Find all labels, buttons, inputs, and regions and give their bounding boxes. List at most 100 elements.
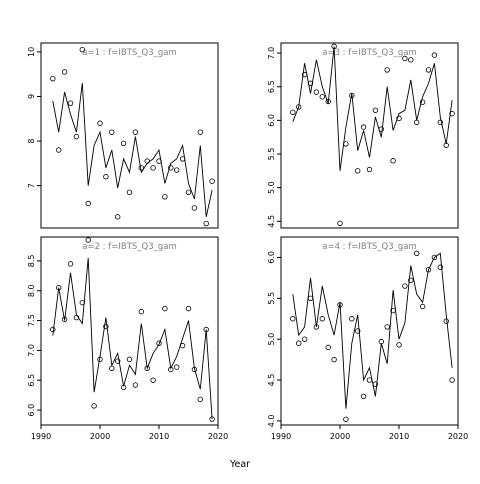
y-tick-label: 7.0 (27, 344, 36, 357)
data-point (366, 166, 373, 173)
data-point (443, 318, 449, 324)
data-point (185, 189, 192, 196)
data-point (396, 342, 402, 348)
y-tick-label: 7.0 (267, 47, 276, 60)
y-tick-label: 5.5 (267, 292, 276, 305)
data-point (290, 109, 296, 115)
data-point (349, 92, 355, 99)
y-tick-label: 8.0 (27, 284, 36, 297)
data-point (355, 328, 361, 334)
data-point (419, 99, 426, 105)
data-point (203, 326, 209, 333)
data-point (313, 89, 320, 95)
data-point (203, 220, 209, 227)
data-point (179, 342, 186, 349)
data-point (144, 158, 150, 164)
series-line (292, 252, 453, 409)
y-tick-label: 7 (27, 183, 36, 188)
data-point (103, 323, 109, 330)
plot-frame (40, 236, 219, 426)
data-point (319, 316, 325, 322)
y-tick-label: 5.0 (267, 181, 276, 194)
data-point (109, 129, 115, 135)
panel-3: a=2 : f=IBTS_Q3_gam 6.0 6.5 7.0 7.5 8.0 8.5 199… (27, 236, 228, 441)
data-point (56, 147, 62, 153)
data-point (372, 107, 379, 113)
data-point (296, 340, 302, 346)
panel-title: a=3 : f=IBTS_Q3_gam (322, 48, 417, 58)
data-point (91, 403, 97, 409)
y-tick-label: 10 (27, 47, 36, 57)
data-point (366, 377, 373, 383)
data-point (349, 316, 355, 322)
data-point (138, 165, 144, 171)
data-point (343, 416, 349, 422)
data-point (419, 303, 426, 310)
data-point (384, 324, 390, 330)
panel-1: a=1 : f=IBTS_Q3_gam 7 8 9 10 (27, 42, 219, 229)
data-point (337, 220, 343, 226)
data-point (120, 140, 127, 147)
y-tick-label: 4.0 (267, 415, 276, 428)
data-point (162, 194, 168, 200)
data-point (425, 67, 432, 73)
data-point (402, 283, 408, 289)
x-tick-label: 2000 (90, 432, 110, 441)
data-point (185, 305, 192, 312)
plot-frame (40, 42, 219, 229)
data-point (103, 174, 109, 180)
y-tick-label: 4.5 (267, 374, 276, 387)
data-point (173, 364, 180, 370)
data-point (191, 205, 198, 211)
data-point (67, 261, 74, 267)
panel-2: a=3 : f=IBTS_Q3_gam 4.5 5.0 5.5 6.0 6.5 7.0 (267, 42, 459, 229)
data-point (73, 314, 80, 321)
data-point (97, 120, 103, 126)
data-point (191, 366, 198, 373)
y-tick-label: 8 (27, 139, 36, 144)
data-point (126, 356, 133, 363)
data-point (109, 365, 115, 372)
data-point (50, 75, 56, 82)
data-point (61, 69, 68, 75)
y-tick-label: 4.5 (267, 215, 276, 228)
data-point (449, 377, 455, 383)
data-point (138, 308, 144, 315)
data-point (73, 133, 80, 140)
y-tick-label: 6.0 (267, 251, 276, 264)
data-point (396, 115, 402, 122)
plot-frame (280, 236, 459, 426)
data-point (114, 358, 121, 364)
data-point (360, 124, 367, 130)
x-tick-label: 2020 (448, 432, 468, 441)
data-point (126, 189, 133, 196)
data-point (319, 94, 325, 100)
data-point (360, 393, 367, 400)
panel-4: a=4 : f=IBTS_Q3_gam 4.0 4.5 5.0 5.5 6.0 1990 20… (267, 236, 468, 441)
data-point (425, 266, 432, 273)
data-point (97, 356, 103, 363)
data-point (414, 250, 420, 257)
y-tick-label: 6.0 (267, 114, 276, 127)
y-tick-label: 6.5 (27, 374, 36, 387)
data-point (307, 295, 314, 302)
data-point (197, 396, 203, 403)
data-point (402, 55, 408, 62)
data-point (132, 382, 139, 388)
data-point (50, 326, 56, 333)
data-point (301, 71, 308, 78)
data-point (431, 254, 438, 261)
data-point (162, 305, 168, 312)
plot-frame (280, 42, 459, 229)
data-point (325, 344, 331, 351)
y-tick-label: 6.0 (27, 404, 36, 417)
data-point (85, 200, 91, 207)
data-point (209, 416, 215, 422)
x-tick-label: 1990 (31, 432, 51, 441)
data-point (437, 119, 443, 126)
data-point (337, 302, 343, 308)
data-point (67, 100, 74, 106)
y-tick-label: 6.5 (267, 80, 276, 93)
data-point (156, 340, 162, 346)
